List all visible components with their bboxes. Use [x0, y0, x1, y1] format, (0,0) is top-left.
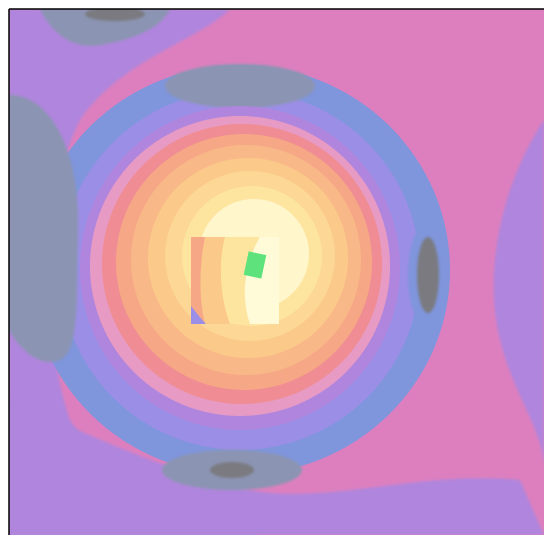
contour-gray-topleft — [85, 9, 145, 21]
inset-detail — [191, 237, 279, 324]
contour-bottom-band — [9, 400, 544, 535]
contour-slate-left — [9, 95, 79, 362]
inset-contour-blue — [191, 306, 206, 324]
contour-slate-top — [165, 64, 315, 108]
contour-gray-right — [417, 237, 439, 313]
contour-gray-bottom — [210, 462, 254, 478]
contour-right-band — [493, 120, 544, 470]
green-marker — [243, 251, 267, 279]
inset-contour-yellow — [220, 237, 260, 324]
